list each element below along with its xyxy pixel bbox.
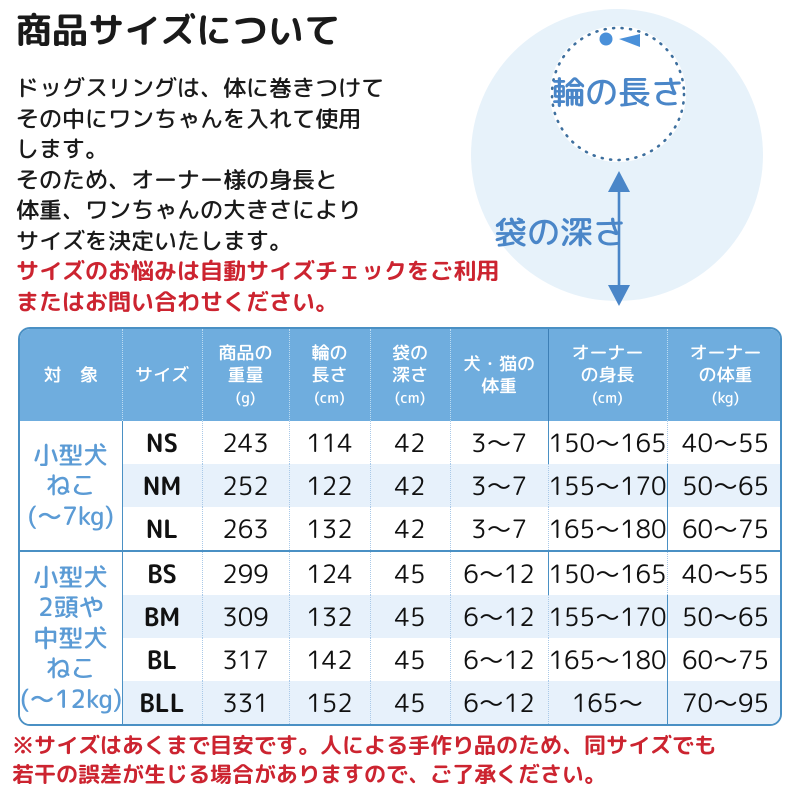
svg-text:袋の深さ: 袋の深さ bbox=[494, 209, 626, 255]
svg-text:輪の長さ: 輪の長さ bbox=[552, 69, 684, 115]
